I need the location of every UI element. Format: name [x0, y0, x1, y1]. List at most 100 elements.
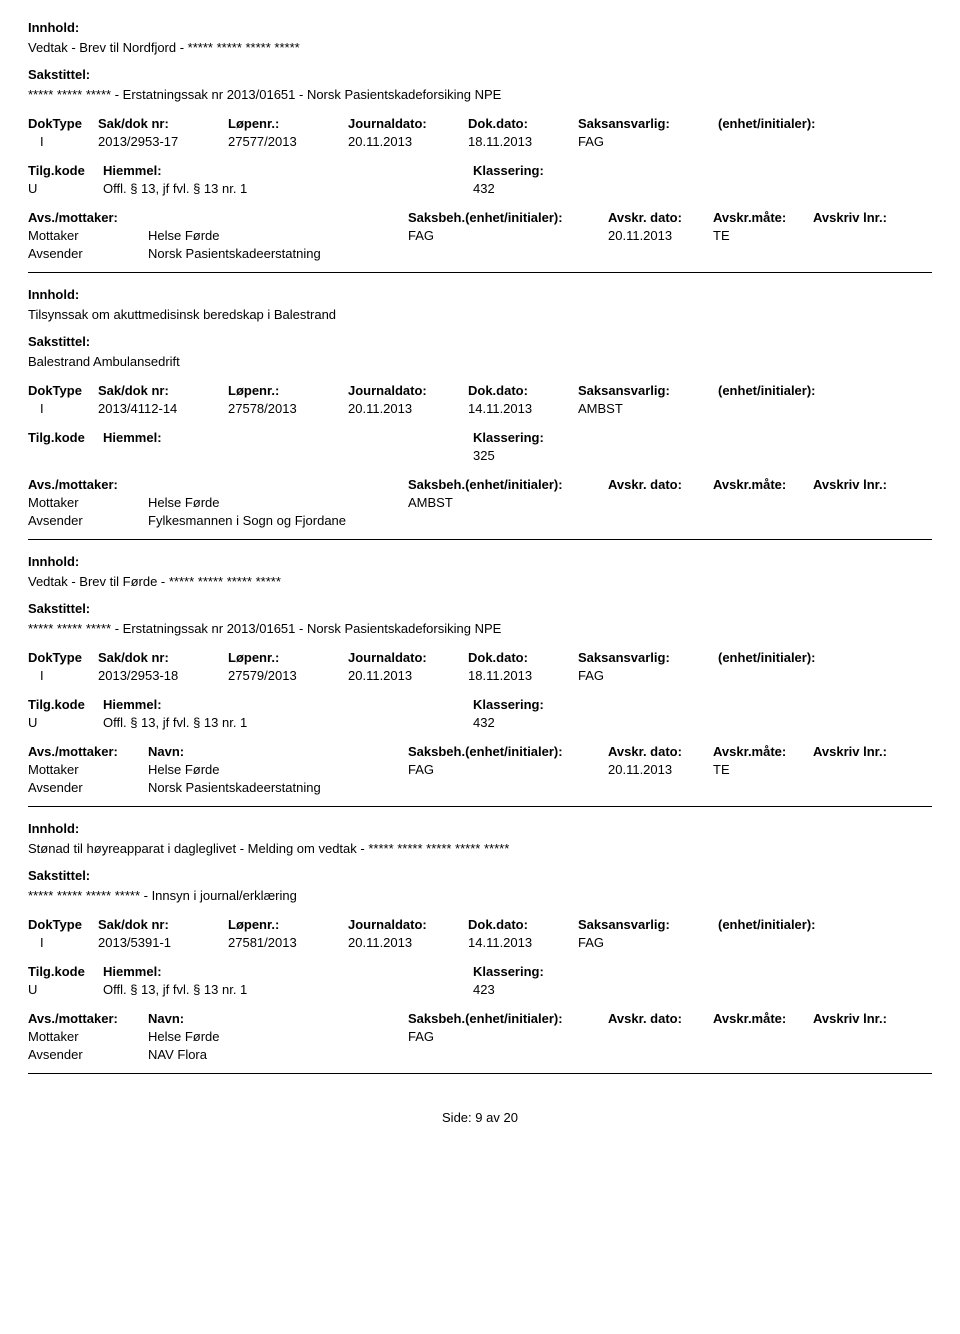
party-row: AvsenderFylkesmannen i Sogn og Fjordane: [28, 513, 932, 531]
party-table: Avs./mottaker: Saksbeh.(enhet/initialer):…: [28, 477, 932, 531]
saksansvarlig-label: Saksansvarlig:: [578, 650, 718, 668]
doktype-value: I: [28, 401, 98, 416]
party-avskrmate: TE: [713, 228, 813, 246]
enhet-label: (enhet/initialer):: [718, 383, 932, 401]
avskrivlnr-label: Avskriv lnr.:: [813, 744, 932, 762]
saksbeh-label: Saksbeh.(enhet/initialer):: [408, 1011, 608, 1029]
lopenr-value: 27579/2013: [228, 668, 348, 683]
party-role: Mottaker: [28, 762, 148, 780]
journaldato-value: 20.11.2013: [348, 134, 468, 149]
party-navn: Helse Førde: [148, 1029, 408, 1047]
hjemmel-value: Offl. § 13, jf fvl. § 13 nr. 1: [103, 982, 473, 997]
avskrivlnr-label: Avskriv lnr.:: [813, 210, 932, 228]
enhet-label: (enhet/initialer):: [718, 116, 932, 134]
klassering-label: Klassering:: [473, 697, 932, 715]
record-separator: [28, 272, 932, 273]
hjemmel-label: Hiemmel:: [103, 697, 473, 715]
party-avskrlnr: [813, 495, 932, 513]
innhold-text: Vedtak - Brev til Nordfjord - ***** ****…: [28, 40, 932, 55]
sakdok-value: 2013/2953-18: [98, 668, 228, 683]
meta-table: DokTypeSak/dok nr:Løpenr.:Journaldato:Do…: [28, 383, 932, 416]
avskrdato-label: Avskr. dato:: [608, 210, 713, 228]
enhet-value: [718, 401, 932, 416]
party-avskrmate: [713, 513, 813, 531]
footer-side-label: Side:: [442, 1110, 472, 1125]
party-row: MottakerHelse FørdeAMBST: [28, 495, 932, 513]
party-avskrmate: [713, 1047, 813, 1065]
record-separator: [28, 1073, 932, 1074]
party-row: MottakerHelse FørdeFAG20.11.2013TE: [28, 762, 932, 780]
sakstittel-text: ***** ***** ***** - Erstatningssak nr 20…: [28, 621, 932, 636]
sakstittel-label: Sakstittel:: [28, 334, 932, 349]
lopenr-value: 27581/2013: [228, 935, 348, 950]
party-role: Avsender: [28, 246, 148, 264]
party-saksbeh: [408, 513, 608, 531]
party-avskrlnr: [813, 780, 932, 798]
party-saksbeh: [408, 246, 608, 264]
lopenr-label: Løpenr.:: [228, 116, 348, 134]
party-avskrdato: [608, 780, 713, 798]
party-role: Mottaker: [28, 495, 148, 513]
avsmottaker-label: Avs./mottaker:: [28, 210, 148, 228]
party-avskrdato: [608, 246, 713, 264]
sakdok-value: 2013/5391-1: [98, 935, 228, 950]
avsmottaker-label: Avs./mottaker:: [28, 744, 148, 762]
party-avskrlnr: [813, 228, 932, 246]
party-navn: Fylkesmannen i Sogn og Fjordane: [148, 513, 408, 531]
avskrivlnr-label: Avskriv lnr.:: [813, 1011, 932, 1029]
party-navn: Helse Førde: [148, 762, 408, 780]
party-table: Avs./mottaker:Navn:Saksbeh.(enhet/initia…: [28, 1011, 932, 1065]
saksansvarlig-label: Saksansvarlig:: [578, 917, 718, 935]
sakdok-label: Sak/dok nr:: [98, 383, 228, 401]
hjemmel-label: Hiemmel:: [103, 430, 473, 448]
saksbeh-label: Saksbeh.(enhet/initialer):: [408, 477, 608, 495]
party-avskrdato: [608, 1047, 713, 1065]
doktype-label: DokType: [28, 650, 98, 668]
party-avskrmate: [713, 495, 813, 513]
avskrmate-label: Avskr.måte:: [713, 1011, 813, 1029]
party-navn: NAV Flora: [148, 1047, 408, 1065]
klassering-label: Klassering:: [473, 964, 932, 982]
doktype-value: I: [28, 935, 98, 950]
dokdato-value: 18.11.2013: [468, 134, 578, 149]
navn-label-empty: [148, 210, 408, 228]
innhold-text: Vedtak - Brev til Førde - ***** ***** **…: [28, 574, 932, 589]
dokdato-value: 14.11.2013: [468, 401, 578, 416]
navn-label: Navn:: [148, 1011, 408, 1029]
avskrdato-label: Avskr. dato:: [608, 1011, 713, 1029]
party-navn: Helse Førde: [148, 228, 408, 246]
party-avskrlnr: [813, 513, 932, 531]
party-avskrlnr: [813, 246, 932, 264]
doktype-value: I: [28, 134, 98, 149]
journal-record: Innhold:Vedtak - Brev til Nordfjord - **…: [28, 20, 932, 273]
party-avskrmate: [713, 1029, 813, 1047]
enhet-label: (enhet/initialer):: [718, 650, 932, 668]
party-row: AvsenderNorsk Pasientskadeerstatning: [28, 246, 932, 264]
innhold-label: Innhold:: [28, 821, 932, 836]
avsmottaker-label: Avs./mottaker:: [28, 477, 148, 495]
journal-record: Innhold:Tilsynssak om akuttmedisinsk ber…: [28, 287, 932, 540]
dokdato-label: Dok.dato:: [468, 650, 578, 668]
klassering-label: Klassering:: [473, 430, 932, 448]
saksansvarlig-label: Saksansvarlig:: [578, 116, 718, 134]
avskrmate-label: Avskr.måte:: [713, 477, 813, 495]
tilgkode-value: U: [28, 181, 103, 196]
party-avskrmate: [713, 780, 813, 798]
enhet-label: (enhet/initialer):: [718, 917, 932, 935]
journal-record: Innhold:Stønad til høyreapparat i dagleg…: [28, 821, 932, 1074]
meta-table: DokTypeSak/dok nr:Løpenr.:Journaldato:Do…: [28, 116, 932, 149]
dokdato-value: 18.11.2013: [468, 668, 578, 683]
dokdato-label: Dok.dato:: [468, 917, 578, 935]
doktype-value: I: [28, 668, 98, 683]
klassering-value: 325: [473, 448, 932, 463]
tilg-table: Tilg.kodeHiemmel:Klassering:UOffl. § 13,…: [28, 697, 932, 730]
party-avskrdato: 20.11.2013: [608, 228, 713, 246]
journaldato-value: 20.11.2013: [348, 401, 468, 416]
party-avskrmate: [713, 246, 813, 264]
sakstittel-label: Sakstittel:: [28, 868, 932, 883]
doktype-label: DokType: [28, 383, 98, 401]
saksansvarlig-value: AMBST: [578, 401, 718, 416]
saksansvarlig-label: Saksansvarlig:: [578, 383, 718, 401]
party-role: Avsender: [28, 1047, 148, 1065]
hjemmel-value: Offl. § 13, jf fvl. § 13 nr. 1: [103, 715, 473, 730]
